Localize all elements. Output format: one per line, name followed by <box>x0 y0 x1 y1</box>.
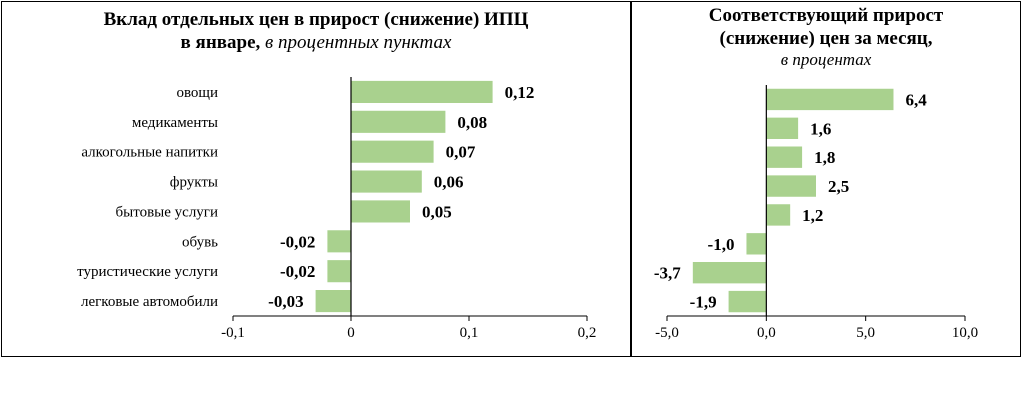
chart0-x-tick-label: 0,2 <box>578 325 597 341</box>
chart1-data-label: 1,8 <box>814 148 835 167</box>
chart0-category-label: легковые автомобили <box>81 294 218 310</box>
chart0-bar <box>327 260 351 283</box>
right-title-line2: (снижение) цен за месяц, <box>719 28 933 49</box>
chart1-bar <box>766 88 894 111</box>
chart0-category-label: туристические услуги <box>77 264 218 280</box>
chart1-bar <box>766 175 816 197</box>
left-title-line2-bold: в январе, <box>180 32 261 53</box>
chart0-bar <box>327 230 351 253</box>
chart0-bar <box>351 80 493 103</box>
chart0-bar <box>351 140 434 163</box>
right-chart-title: Соответствующий прирост (снижение) цен з… <box>632 4 1020 70</box>
chart0-category-label: бытовые услуги <box>116 204 218 220</box>
chart0-category-label: медикаменты <box>132 115 218 131</box>
chart0-bar <box>351 110 446 133</box>
left-title-line1: Вклад отдельных цен в прирост (снижение)… <box>103 9 529 30</box>
chart1-bar <box>766 146 803 168</box>
chart0-category-label: алкогольные напитки <box>81 145 218 161</box>
chart1-bar <box>766 117 799 139</box>
chart1-x-tick-label: 10,0 <box>952 325 978 341</box>
chart1-bar <box>692 262 767 284</box>
chart0-bar <box>315 290 351 313</box>
chart1-data-label: -1,9 <box>690 293 717 312</box>
left-chart-plot: 0,12 овощи 0,08 медикаменты 0,07 алкогольные … <box>77 77 597 341</box>
chart1-data-label: 1,2 <box>802 206 823 225</box>
right-title-line1: Соответствующий прирост <box>708 5 944 26</box>
chart0-category-label: фрукты <box>170 175 218 191</box>
chart0-data-label: 0,07 <box>446 143 476 162</box>
chart0-data-label: 0,06 <box>434 173 464 192</box>
right-chart-plot: 6,4 1,6 1,8 2,5 1,2 -1,0 -3,7 -1,9 -5,0 0,0 5,0 10,… <box>654 85 978 341</box>
chart1-data-label: -3,7 <box>654 264 681 283</box>
chart0-data-label: 0,08 <box>457 113 487 132</box>
chart1-x-tick-label: 0,0 <box>757 325 776 341</box>
chart0-category-label: обувь <box>182 234 218 250</box>
left-chart-title: Вклад отдельных цен в прирост (снижение)… <box>2 8 630 54</box>
chart0-data-label: -0,03 <box>268 292 303 311</box>
chart0-bar <box>351 170 422 193</box>
chart0-data-label: -0,02 <box>280 262 315 281</box>
chart1-data-label: 6,4 <box>905 90 927 109</box>
chart0-data-label: -0,02 <box>280 232 315 251</box>
right-title-units: в процентах <box>780 50 872 69</box>
chart0-x-tick-label: 0 <box>347 325 355 341</box>
chart1-x-tick-label: -5,0 <box>655 325 679 341</box>
chart1-bar <box>746 233 767 255</box>
chart0-bar <box>351 200 410 223</box>
chart1-bar <box>766 204 791 226</box>
chart0-data-label: 0,12 <box>505 83 535 102</box>
chart1-data-label: 2,5 <box>828 177 849 196</box>
right-chart-panel: Соответствующий прирост (снижение) цен з… <box>631 1 1021 357</box>
chart1-data-label: -1,0 <box>708 235 735 254</box>
left-title-units: в процентных пунктах <box>265 32 452 53</box>
left-chart-panel: Вклад отдельных цен в прирост (снижение)… <box>1 1 631 357</box>
chart0-category-label: овощи <box>176 85 218 101</box>
left-title-line2: в январе, в процентных пунктах <box>2 31 630 54</box>
chart0-data-label: 0,05 <box>422 202 452 221</box>
chart1-x-tick-label: 5,0 <box>856 325 875 341</box>
chart1-bar <box>728 290 767 313</box>
chart0-x-tick-label: -0,1 <box>221 325 245 341</box>
chart0-x-tick-label: 0,1 <box>460 325 479 341</box>
chart1-data-label: 1,6 <box>810 119 831 138</box>
